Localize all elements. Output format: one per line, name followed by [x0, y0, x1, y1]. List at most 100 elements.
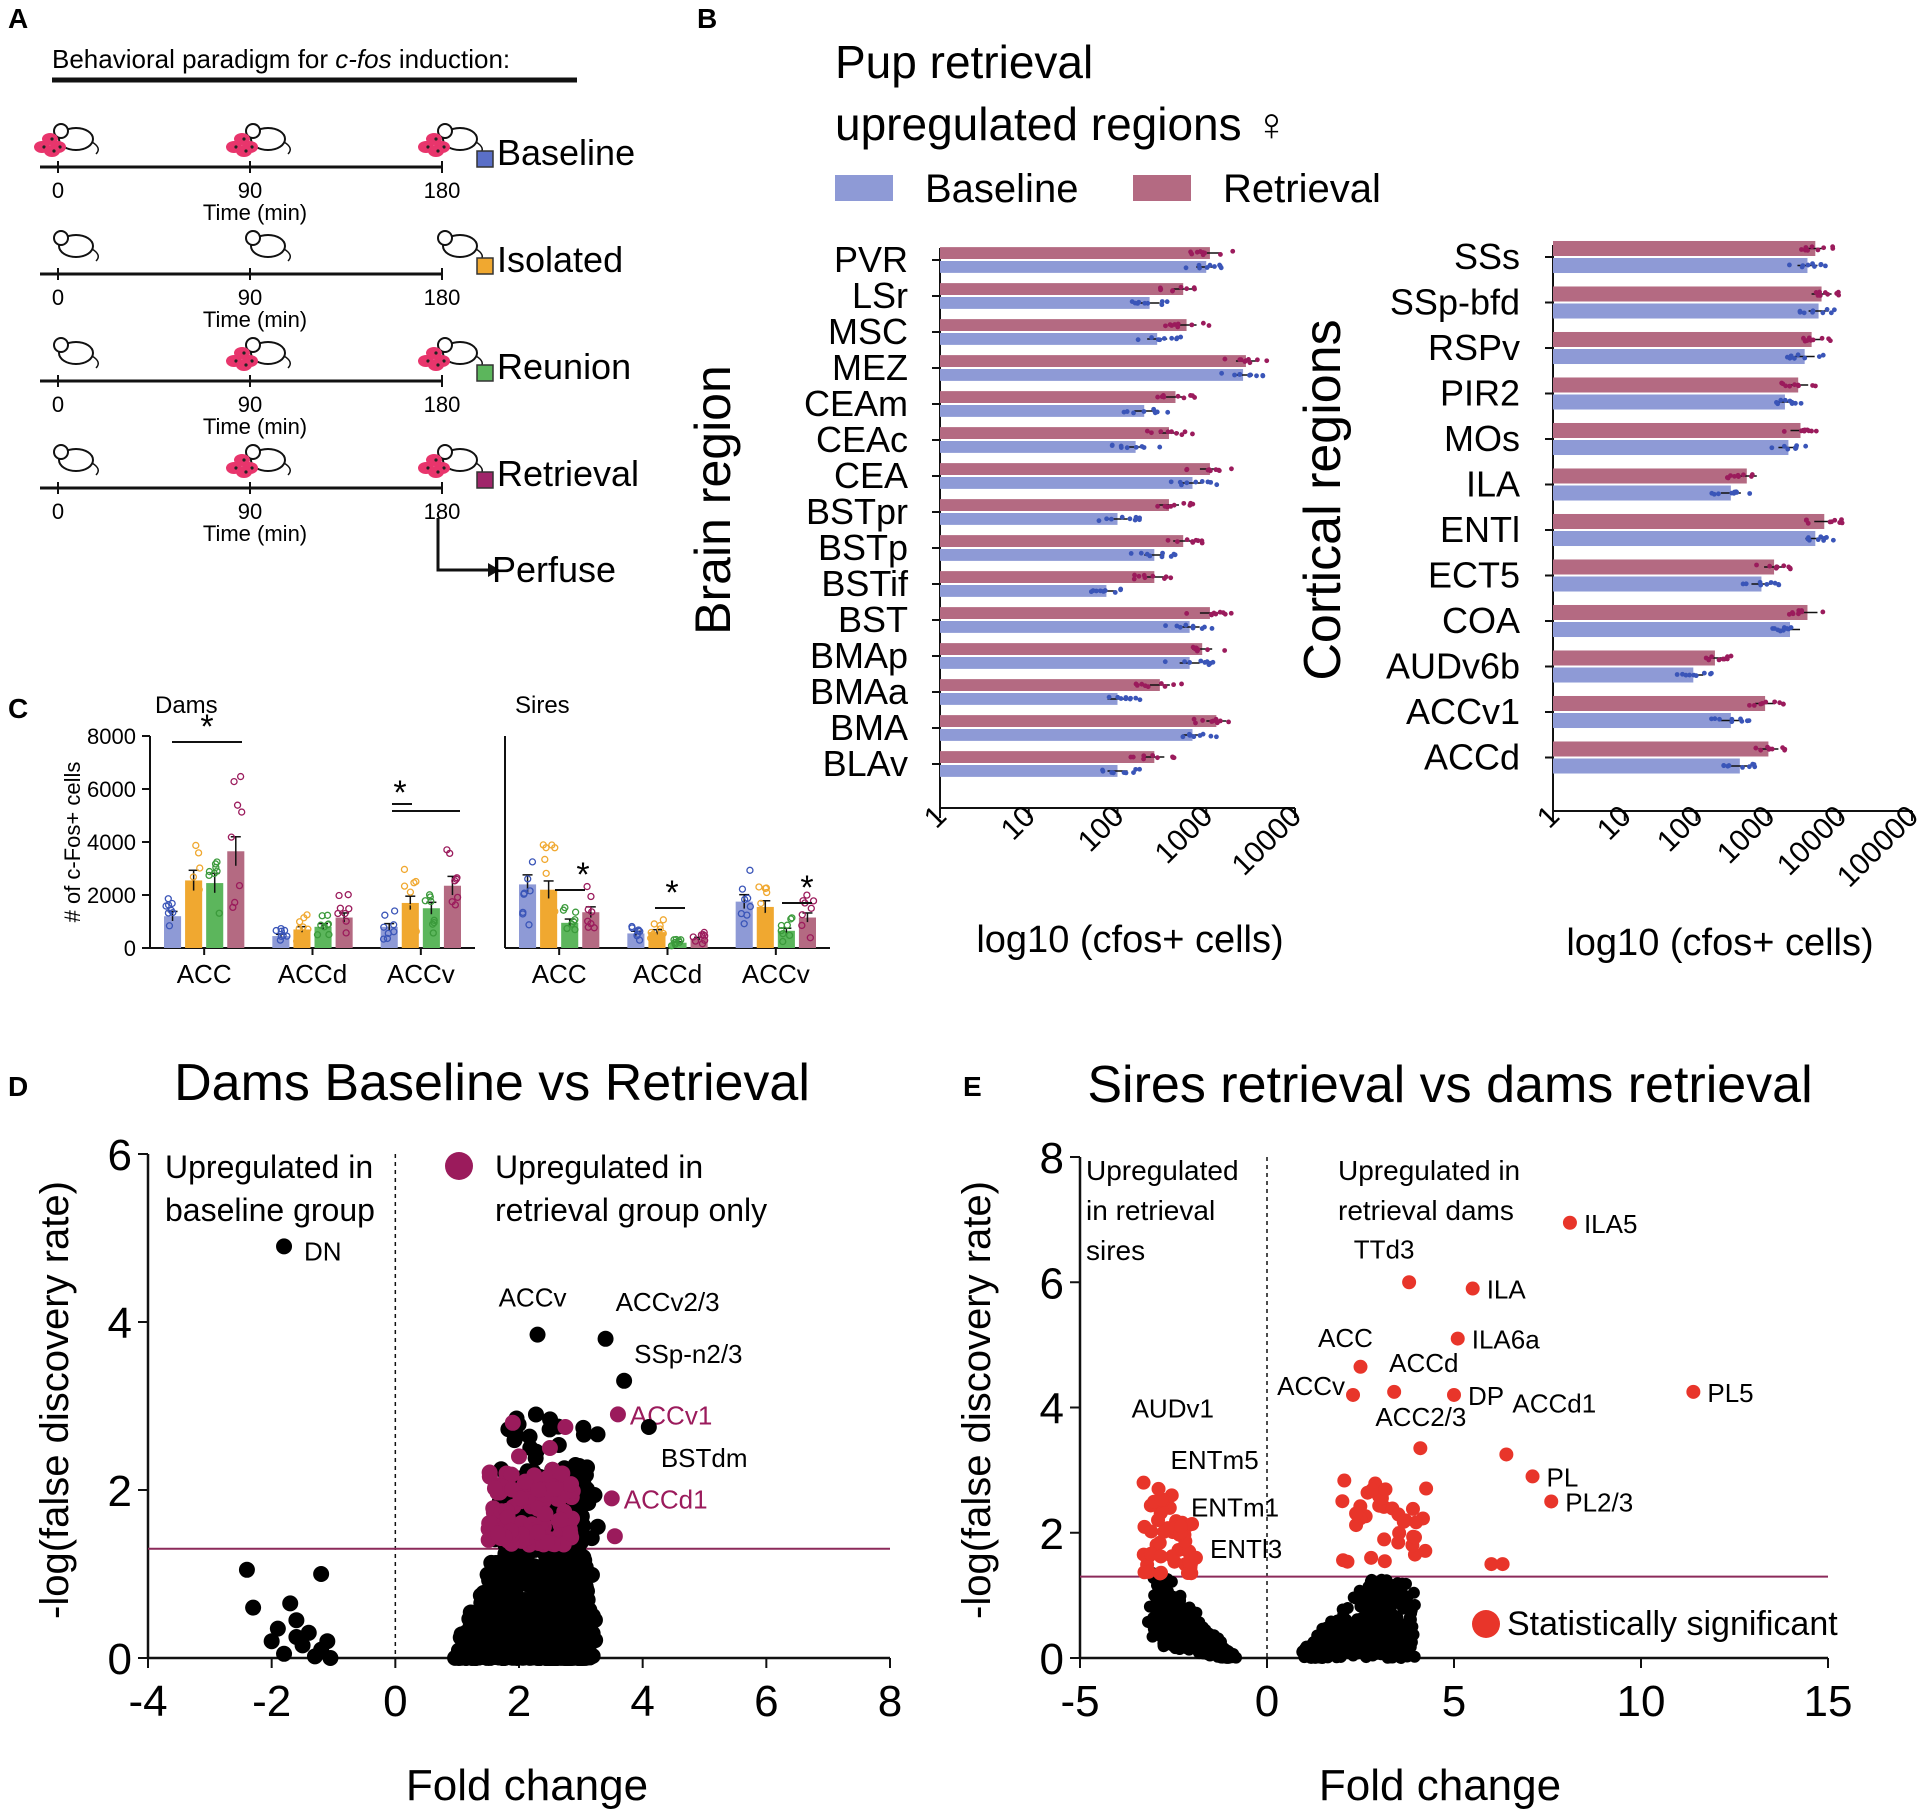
panel-c: C 0 2000 4000 6000 8000# of c-Fos+ cells Dams…	[8, 692, 830, 989]
dot-baseline	[1090, 588, 1096, 594]
category-label: RSPv	[1428, 327, 1520, 368]
bar-retrieval	[940, 643, 1203, 655]
point	[572, 1593, 589, 1610]
y-tick-label: 2	[1040, 1510, 1064, 1559]
point-label: ACCd1	[1512, 1388, 1596, 1418]
dot-retrieval	[1837, 520, 1843, 525]
dot-baseline	[520, 890, 528, 898]
point	[238, 1561, 255, 1578]
point	[473, 1641, 490, 1658]
point-significant	[1484, 1557, 1499, 1572]
point-labeled	[640, 1419, 657, 1435]
dot-isolated	[192, 841, 200, 850]
point	[589, 1518, 606, 1535]
mouse-icon	[437, 337, 483, 369]
point-significant	[1154, 1492, 1169, 1507]
dot-retrieval	[1218, 252, 1223, 257]
dot-baseline	[524, 875, 532, 883]
point	[1177, 1624, 1190, 1637]
point	[1359, 1616, 1372, 1629]
bar-baseline	[1553, 303, 1819, 319]
dot-retrieval	[1200, 252, 1206, 258]
dot-baseline	[1137, 766, 1142, 772]
dot-reunion	[430, 916, 438, 924]
dot-retrieval	[1165, 537, 1171, 543]
timeline-tick-label: 0	[52, 392, 64, 417]
panel-e-letter: E	[963, 1071, 982, 1102]
x-tick-label: 5	[1442, 1677, 1466, 1726]
category-label: PIR2	[1440, 373, 1520, 414]
dot-baseline	[1133, 444, 1139, 450]
x-tick-label: 1000	[1149, 800, 1220, 871]
point-significant	[1377, 1554, 1392, 1569]
dot-retrieval	[1767, 563, 1773, 569]
dot-baseline	[1784, 354, 1790, 360]
dot-baseline	[1787, 262, 1792, 268]
dot-baseline	[1102, 588, 1108, 593]
point	[528, 1566, 545, 1583]
dot-baseline	[1109, 516, 1114, 522]
category-label: ENTl	[1440, 509, 1520, 550]
dot-retrieval	[1184, 537, 1190, 543]
dot-baseline	[383, 934, 392, 943]
dot-baseline	[1693, 673, 1699, 679]
dot-baseline	[1805, 536, 1811, 542]
timeline-tick-label: 90	[238, 178, 262, 203]
timeline-time-label: Time (min)	[203, 521, 307, 546]
dot-baseline	[1182, 659, 1187, 665]
dot-retrieval	[1767, 746, 1773, 752]
dot-retrieval	[1131, 576, 1137, 582]
x-axis-label: Fold change	[406, 1761, 648, 1810]
pup-cluster-icon	[226, 133, 258, 157]
dot-baseline	[1149, 335, 1154, 340]
dot-retrieval	[1206, 323, 1212, 328]
dot-baseline	[1729, 719, 1735, 725]
dot-retrieval	[1168, 504, 1174, 509]
dot-isolated	[765, 917, 773, 925]
dot-baseline	[1237, 372, 1243, 377]
dot-baseline	[741, 895, 749, 904]
timeline-tick-label: 180	[424, 178, 461, 203]
dot-baseline	[1782, 397, 1788, 403]
point-labeled	[616, 1372, 633, 1389]
x-tick-label: ACC	[532, 959, 587, 989]
dot-baseline	[162, 902, 170, 910]
category-label: ILA	[1466, 464, 1520, 505]
dot-reunion	[428, 920, 437, 928]
point	[534, 1594, 551, 1611]
legend-label-retrieval: Retrieval	[1223, 167, 1381, 211]
dot-retrieval	[1209, 719, 1215, 724]
timeline-time-label: Time (min)	[203, 414, 307, 439]
bar-baseline	[1553, 758, 1740, 774]
dot-baseline	[1726, 763, 1732, 768]
pup-cluster-icon	[226, 454, 258, 478]
point	[577, 1466, 594, 1483]
y-tick-label: 0	[1040, 1635, 1064, 1684]
dot-isolated	[406, 888, 415, 896]
point-label: ACC2/3	[1375, 1402, 1466, 1432]
dot-baseline	[1831, 307, 1837, 313]
dot-retrieval	[453, 893, 462, 902]
condition-label: Retrieval	[497, 453, 639, 494]
point	[1173, 1635, 1186, 1648]
dot-retrieval	[803, 891, 811, 899]
bar-retrieval	[1553, 240, 1816, 256]
mouse-icon	[53, 123, 99, 155]
dot-baseline	[1115, 694, 1121, 700]
timeline-tick-label: 90	[238, 285, 262, 310]
point-significant	[1180, 1566, 1195, 1581]
dot-baseline	[1207, 262, 1213, 268]
dot-retrieval	[1720, 656, 1726, 662]
dot-baseline	[1164, 299, 1170, 305]
point	[276, 1645, 293, 1662]
point-retrieval	[517, 1473, 534, 1490]
dot-baseline	[1687, 672, 1693, 678]
dot-retrieval	[1179, 681, 1184, 687]
dot-retrieval	[1165, 429, 1171, 435]
dot-reunion	[785, 931, 794, 940]
dot-isolated	[755, 883, 763, 891]
dot-baseline	[1190, 625, 1196, 631]
dot-baseline	[1709, 716, 1714, 722]
x-tick-label: 8	[878, 1677, 902, 1726]
dot-isolated	[295, 918, 304, 926]
